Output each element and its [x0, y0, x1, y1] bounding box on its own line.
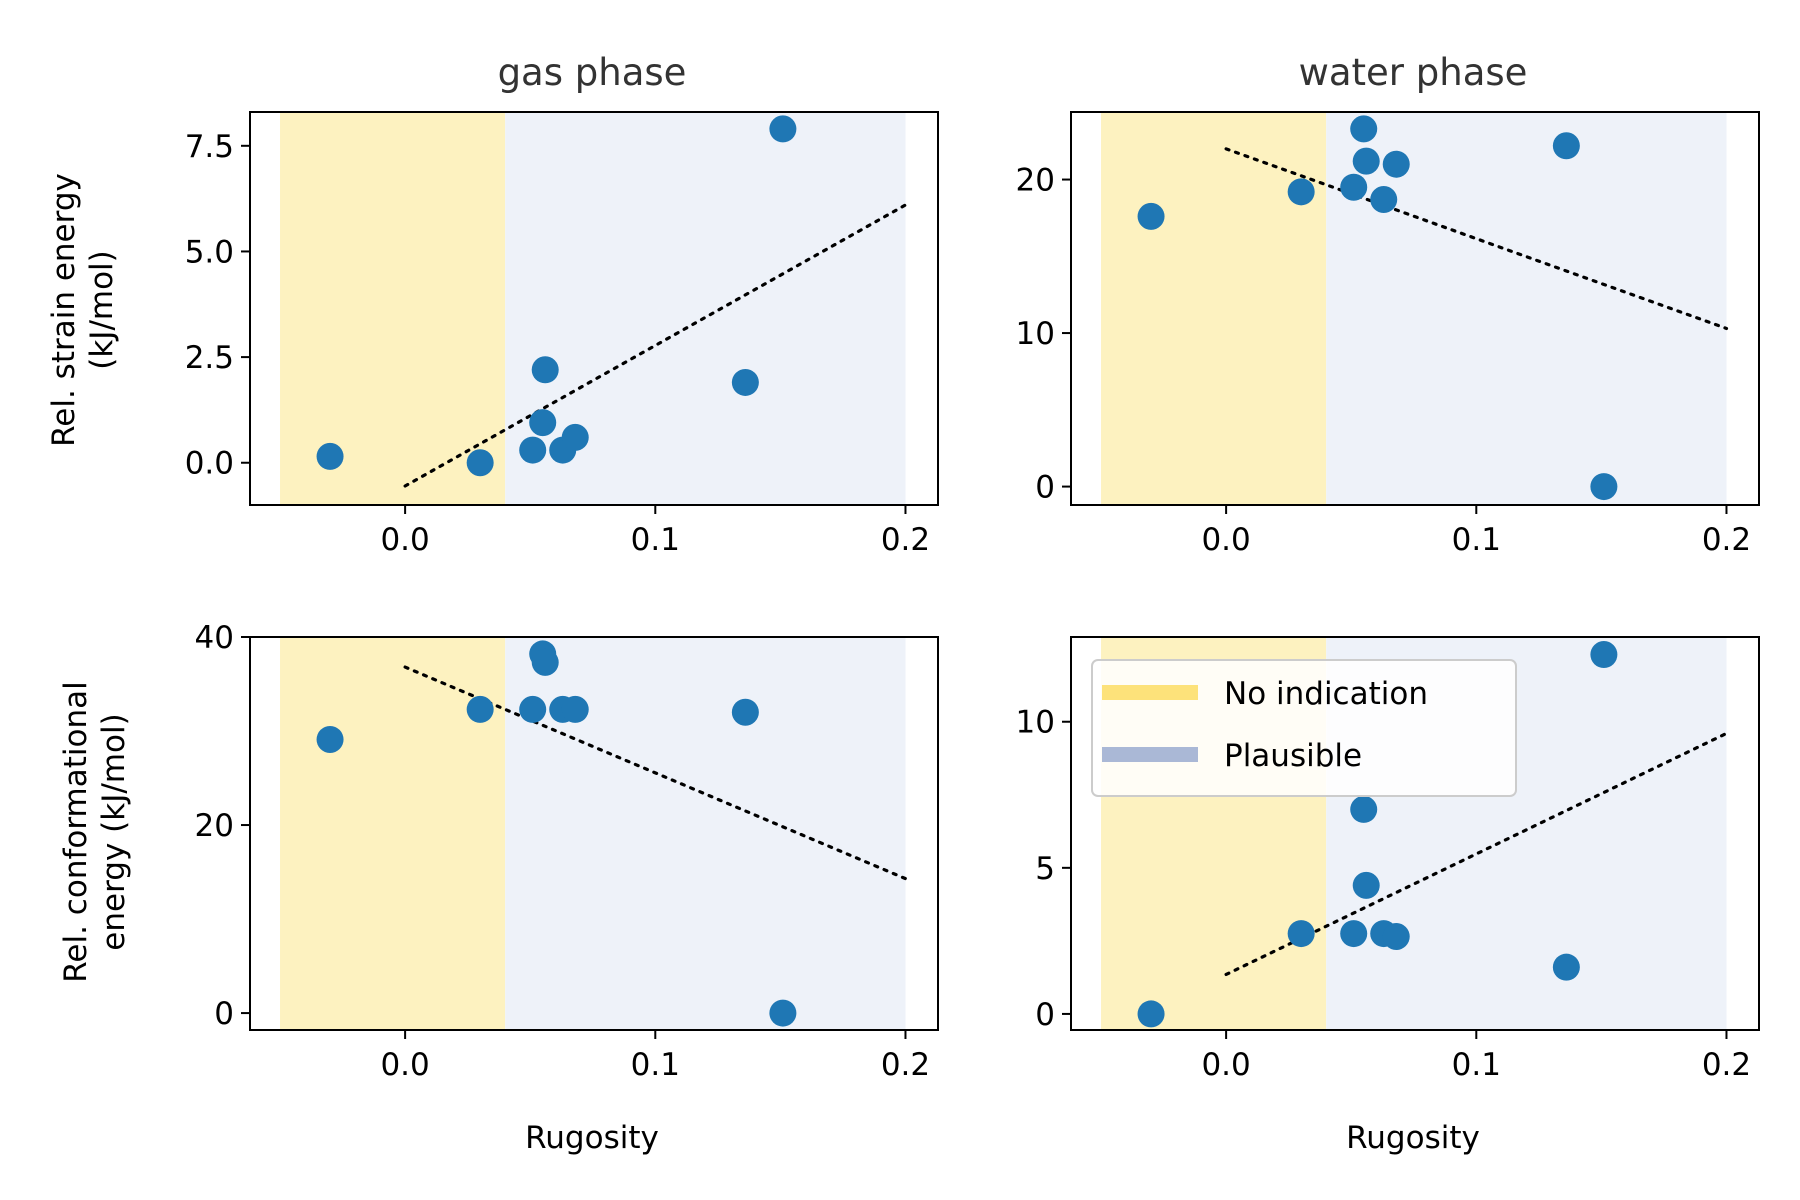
water-conf-point-2	[1340, 920, 1368, 948]
water-strain-ytick-label-0: 0	[1035, 470, 1055, 506]
gas-conf-ytick-label-1: 20	[195, 808, 234, 844]
water-strain-point-0	[1137, 202, 1165, 230]
gas-strain-axes-frame	[249, 111, 939, 506]
water-strain-band-no-indication	[1101, 112, 1327, 505]
gas-strain-point-8	[769, 115, 797, 143]
legend-swatch-no-indication	[1102, 685, 1198, 700]
water-strain-band-plausible	[1326, 112, 1727, 505]
gas-strain-point-0	[316, 442, 344, 470]
water-strain-point-1	[1287, 178, 1315, 206]
water-strain-point-7	[1552, 132, 1580, 160]
water-strain-point-4	[1352, 147, 1380, 175]
row1-ylabel: Rel. strain energy (kJ/mol)	[46, 173, 120, 447]
gas-strain-ytick-label-2: 5.0	[185, 234, 234, 270]
water-conf-point-1	[1287, 920, 1315, 948]
gas-strain-xtick-label-2: 0.2	[881, 522, 930, 558]
water-strain-point-8	[1590, 473, 1618, 501]
water-conf-point-8	[1590, 641, 1618, 669]
water-strain-point-3	[1350, 115, 1378, 143]
gas-strain-point-1	[466, 449, 494, 477]
gas-strain-band-no-indication	[280, 112, 506, 505]
gas-conf-point-0	[316, 725, 344, 753]
gas-conf-ytick-label-2: 40	[195, 620, 234, 656]
gas-strain-xtick-label-1: 0.1	[631, 522, 680, 558]
gas-conf-point-8	[769, 999, 797, 1027]
gas-conf-xtick-label-1: 0.1	[631, 1047, 680, 1083]
water-conf-xtick-label-0: 0.0	[1201, 1047, 1250, 1083]
row2-ylabel-line1: Rel. conformational	[58, 681, 94, 982]
row2-ylabel-line2: energy (kJ/mol)	[96, 713, 132, 950]
gas-strain-point-4	[531, 356, 559, 384]
gas-strain-point-6	[561, 423, 589, 451]
water-strain-point-6	[1382, 150, 1410, 178]
gas-conf-ytick-label-0: 0	[214, 996, 234, 1032]
water-strain-axes-frame	[1070, 111, 1760, 506]
water-strain-ytick-label-2: 20	[1016, 163, 1055, 199]
col-title-gas: gas phase	[498, 51, 687, 94]
water-strain-xtick-label-2: 0.2	[1702, 522, 1751, 558]
legend: No indication Plausible	[1091, 659, 1517, 797]
panel-gas-strain: 0.0 0.1 0.2 0.0 2.5 5.0 7.5	[185, 111, 939, 558]
gas-conf-point-6	[561, 695, 589, 723]
row1-ylabel-line1: Rel. strain energy	[46, 173, 82, 447]
panel-gas-conf: 0.0 0.1 0.2 0 20 40	[195, 620, 939, 1083]
water-strain-point-5	[1370, 186, 1398, 214]
water-strain-xtick-label-1: 0.1	[1452, 522, 1501, 558]
gas-conf-point-2	[519, 695, 547, 723]
gas-conf-axes-frame	[249, 636, 939, 1031]
col-title-water: water phase	[1299, 51, 1528, 94]
gas-strain-point-2	[519, 436, 547, 464]
water-conf-xtick-label-1: 0.1	[1452, 1047, 1501, 1083]
legend-label-no-indication: No indication	[1224, 676, 1428, 712]
water-conf-point-6	[1382, 922, 1410, 950]
xlabel-left: Rugosity	[525, 1120, 659, 1156]
gas-conf-xtick-label-2: 0.2	[881, 1047, 930, 1083]
water-strain-point-2	[1340, 173, 1368, 201]
gas-strain-point-7	[731, 368, 759, 396]
water-conf-ytick-label-0: 0	[1035, 997, 1055, 1033]
row1-ylabel-line2: (kJ/mol)	[84, 250, 120, 370]
water-strain-xtick-label-0: 0.0	[1201, 522, 1250, 558]
gas-conf-band-no-indication	[280, 637, 506, 1030]
water-conf-axes-frame	[1070, 636, 1760, 1031]
gas-strain-point-3	[529, 409, 557, 437]
gas-strain-ytick-label-3: 7.5	[185, 129, 234, 165]
legend-label-plausible: Plausible	[1224, 738, 1362, 774]
water-conf-point-3	[1350, 795, 1378, 823]
water-conf-xtick-label-2: 0.2	[1702, 1047, 1751, 1083]
gas-conf-band-plausible	[505, 637, 906, 1030]
xlabel-right: Rugosity	[1346, 1120, 1480, 1156]
gas-strain-ytick-label-1: 2.5	[185, 340, 234, 376]
water-strain-ytick-label-1: 10	[1016, 316, 1055, 352]
water-conf-point-7	[1552, 953, 1580, 981]
water-conf-ytick-label-1: 5	[1035, 851, 1055, 887]
water-strain-trendline	[1224, 147, 1729, 331]
legend-swatch-plausible	[1102, 747, 1198, 762]
gas-strain-ytick-label-0: 0.0	[185, 446, 234, 482]
water-conf-ytick-label-2: 10	[1016, 705, 1055, 741]
gas-strain-xtick-label-0: 0.0	[380, 522, 429, 558]
row2-ylabel: Rel. conformational energy (kJ/mol)	[58, 681, 132, 982]
panel-water-strain: 0.0 0.1 0.2 0 10 20	[1016, 111, 1760, 558]
gas-conf-point-4	[531, 648, 559, 676]
gas-conf-point-1	[466, 695, 494, 723]
gas-conf-point-7	[731, 698, 759, 726]
gas-conf-xtick-label-0: 0.0	[380, 1047, 429, 1083]
water-conf-point-0	[1137, 1000, 1165, 1028]
water-conf-point-4	[1352, 871, 1380, 899]
